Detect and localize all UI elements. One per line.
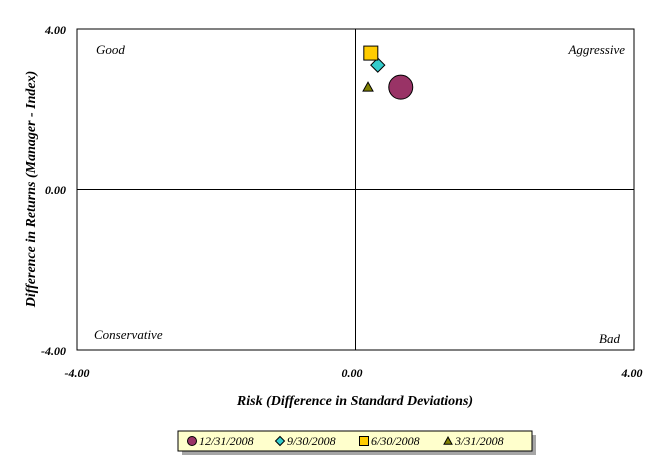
y-tick-label-top: 4.00	[44, 23, 66, 37]
quadrant-label-bad: Bad	[599, 331, 620, 346]
legend-marker-triangle	[443, 435, 453, 445]
legend-marker-circle	[187, 436, 197, 446]
quadrant-label-good: Good	[96, 42, 125, 57]
data-point-square	[363, 45, 379, 61]
data-points	[362, 45, 414, 100]
y-tick-label-bottom: -4.00	[41, 344, 66, 358]
legend: 12/31/2008 9/30/2008 6/30/2008 3/31/2008	[177, 430, 536, 455]
x-tick-label-middle: 0.00	[342, 366, 363, 380]
legend-label: 6/30/2008	[371, 434, 420, 448]
legend-label: 12/31/2008	[199, 434, 254, 448]
quadrant-label-aggressive: Aggressive	[567, 42, 625, 57]
x-axis-title: Risk (Difference in Standard Deviations)	[236, 394, 473, 409]
x-tick-label-left: -4.00	[65, 366, 90, 380]
legend-label: 9/30/2008	[287, 434, 336, 448]
legend-marker-square	[359, 436, 369, 446]
x-tick-label-right: 4.00	[621, 366, 643, 380]
legend-items: 12/31/2008 9/30/2008 6/30/2008 3/31/2008	[187, 434, 504, 448]
legend-marker-diamond	[274, 435, 286, 447]
y-axis-title: Difference in Returns (Manager - Index)	[24, 71, 39, 309]
legend-label: 3/31/2008	[454, 434, 504, 448]
data-point-diamond	[370, 57, 386, 73]
legend-box	[177, 430, 533, 452]
y-tick-label-middle: 0.00	[45, 183, 66, 197]
data-point-triangle	[362, 81, 374, 92]
data-point-circle	[388, 74, 414, 100]
quadrant-label-conservative: Conservative	[94, 327, 163, 342]
